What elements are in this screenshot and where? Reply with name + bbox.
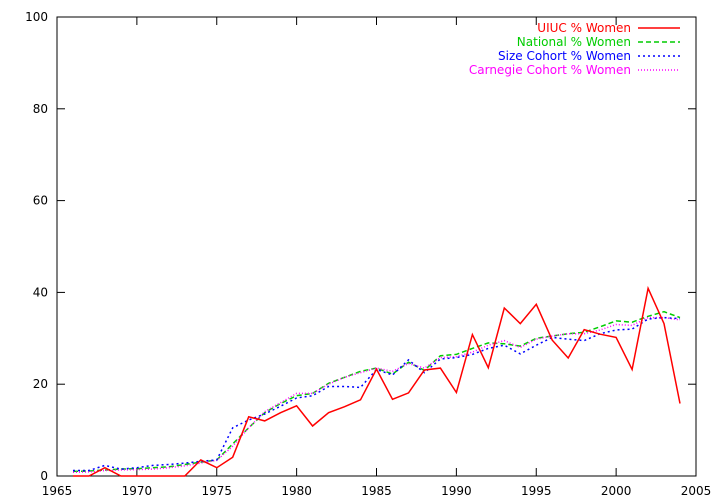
legend-label-0: UIUC % Women xyxy=(537,21,631,35)
axis-ticks: 1965 1970 1975 1980 1985 1990 1995 2000 2005 0 20 4… xyxy=(25,10,711,498)
x-tick-label: 1970 xyxy=(122,484,153,498)
series-layer xyxy=(72,285,681,477)
x-tick-label: 1995 xyxy=(521,484,552,498)
y-tick-label: 20 xyxy=(33,377,48,391)
series-line-3 xyxy=(72,316,681,474)
x-tick-label: 1975 xyxy=(201,484,232,498)
x-tick-label: 2000 xyxy=(601,484,632,498)
series-line-0 xyxy=(73,285,681,477)
x-tick-label: 1980 xyxy=(281,484,312,498)
y-tick-label: 40 xyxy=(33,285,48,299)
y-tick-label: 100 xyxy=(25,10,48,24)
x-tick-label: 1990 xyxy=(441,484,472,498)
x-tick-label: 1985 xyxy=(361,484,392,498)
series-line-2 xyxy=(73,316,681,472)
y-tick-label: 80 xyxy=(33,102,48,116)
legend-label-1: National % Women xyxy=(517,35,631,49)
y-tick-label: 0 xyxy=(40,469,48,483)
x-tick-label: 2005 xyxy=(681,484,712,498)
legend-label-3: Carnegie Cohort % Women xyxy=(469,63,631,77)
y-tick-label: 60 xyxy=(33,194,48,208)
x-tick-label: 1965 xyxy=(42,484,73,498)
plot-frame xyxy=(56,16,697,477)
legend-label-2: Size Cohort % Women xyxy=(498,49,631,63)
series-line-1 xyxy=(72,310,681,473)
